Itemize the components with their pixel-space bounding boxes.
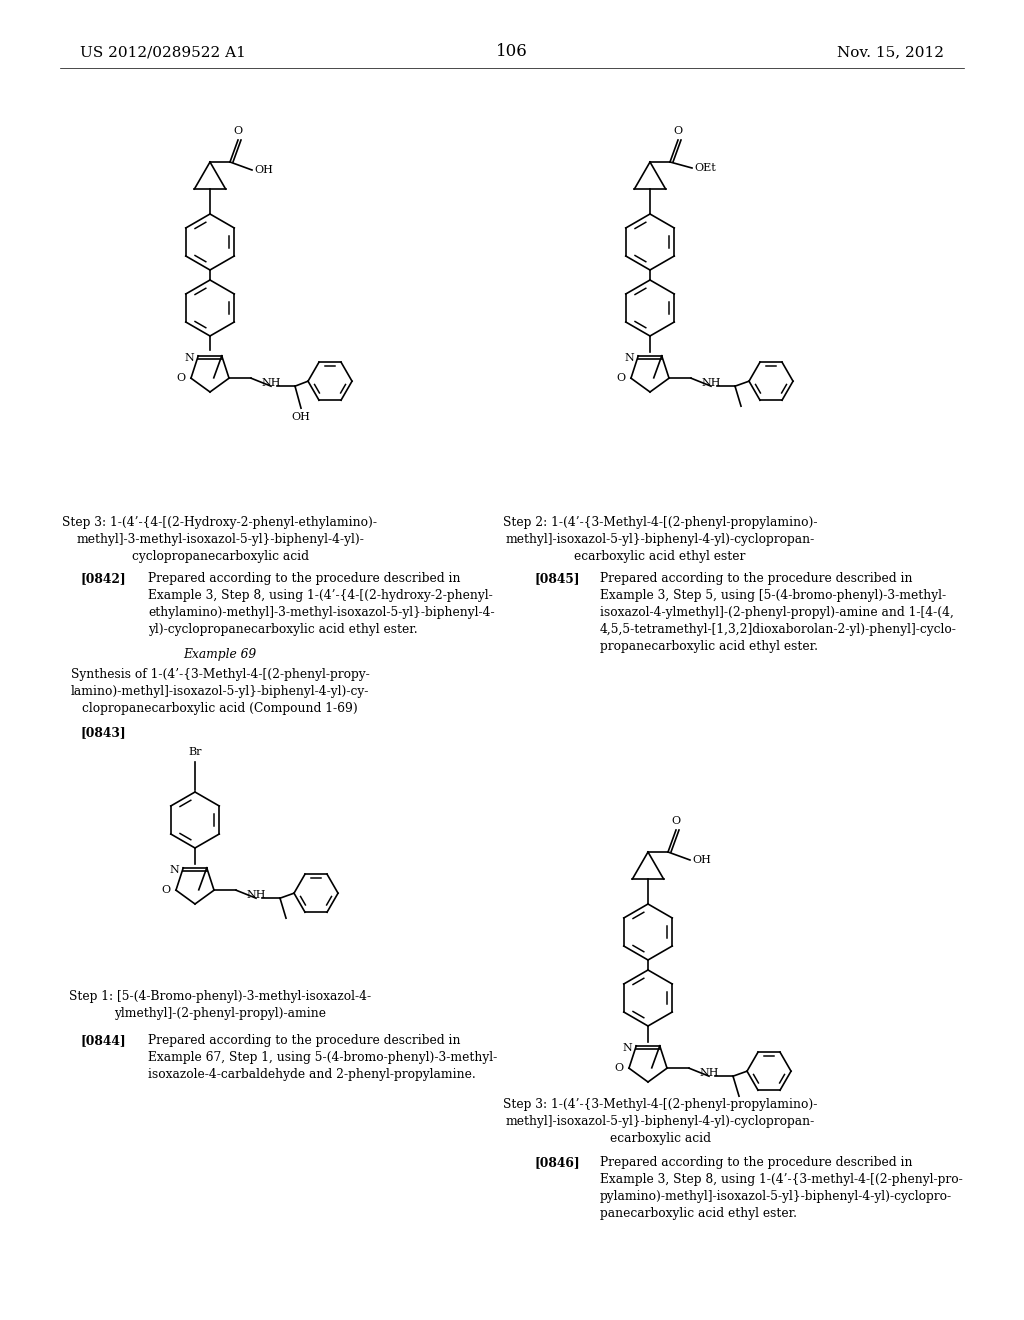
Text: Step 3: 1-(4’-{3-Methyl-4-[(2-phenyl-propylamino)-
methyl]-isoxazol-5-yl}-biphen: Step 3: 1-(4’-{3-Methyl-4-[(2-phenyl-pro… [503, 1098, 817, 1144]
Text: Step 1: [5-(4-Bromo-phenyl)-3-methyl-isoxazol-4-
ylmethyl]-(2-phenyl-propyl)-ami: Step 1: [5-(4-Bromo-phenyl)-3-methyl-iso… [69, 990, 371, 1020]
Text: US 2012/0289522 A1: US 2012/0289522 A1 [80, 45, 246, 59]
Text: [0845]: [0845] [535, 572, 581, 585]
Text: Prepared according to the procedure described in
Example 3, Step 8, using 1-(4’-: Prepared according to the procedure desc… [148, 572, 495, 636]
Text: [0846]: [0846] [535, 1156, 581, 1170]
Text: Synthesis of 1-(4’-{3-Methyl-4-[(2-phenyl-propy-
lamino)-methyl]-isoxazol-5-yl}-: Synthesis of 1-(4’-{3-Methyl-4-[(2-pheny… [71, 668, 370, 715]
Text: N: N [623, 1043, 632, 1053]
Text: OH: OH [292, 412, 310, 422]
Text: OH: OH [692, 855, 711, 865]
Text: Nov. 15, 2012: Nov. 15, 2012 [837, 45, 944, 59]
Text: Br: Br [188, 747, 202, 756]
Text: O: O [616, 374, 626, 383]
Text: 106: 106 [496, 44, 528, 61]
Text: O: O [672, 816, 681, 826]
Text: O: O [177, 374, 186, 383]
Text: Prepared according to the procedure described in
Example 67, Step 1, using 5-(4-: Prepared according to the procedure desc… [148, 1034, 498, 1081]
Text: N: N [625, 352, 634, 363]
Text: Prepared according to the procedure described in
Example 3, Step 8, using 1-(4’-: Prepared according to the procedure desc… [600, 1156, 963, 1220]
Text: NH: NH [261, 379, 281, 388]
Text: NH: NH [701, 379, 721, 388]
Text: Example 69: Example 69 [183, 648, 257, 661]
Text: Step 2: 1-(4’-{3-Methyl-4-[(2-phenyl-propylamino)-
methyl]-isoxazol-5-yl}-biphen: Step 2: 1-(4’-{3-Methyl-4-[(2-phenyl-pro… [503, 516, 817, 564]
Text: [0842]: [0842] [80, 572, 126, 585]
Text: OEt: OEt [694, 162, 716, 173]
Text: NH: NH [699, 1068, 719, 1078]
Text: O: O [162, 886, 171, 895]
Text: [0843]: [0843] [80, 726, 126, 739]
Text: Prepared according to the procedure described in
Example 3, Step 5, using [5-(4-: Prepared according to the procedure desc… [600, 572, 956, 653]
Text: NH: NH [246, 890, 266, 900]
Text: OH: OH [254, 165, 272, 176]
Text: O: O [614, 1063, 624, 1073]
Text: Step 3: 1-(4’-{4-[(2-Hydroxy-2-phenyl-ethylamino)-
methyl]-3-methyl-isoxazol-5-y: Step 3: 1-(4’-{4-[(2-Hydroxy-2-phenyl-et… [62, 516, 378, 564]
Text: O: O [233, 125, 243, 136]
Text: [0844]: [0844] [80, 1034, 126, 1047]
Text: O: O [674, 125, 683, 136]
Text: N: N [170, 865, 179, 875]
Text: N: N [184, 352, 195, 363]
